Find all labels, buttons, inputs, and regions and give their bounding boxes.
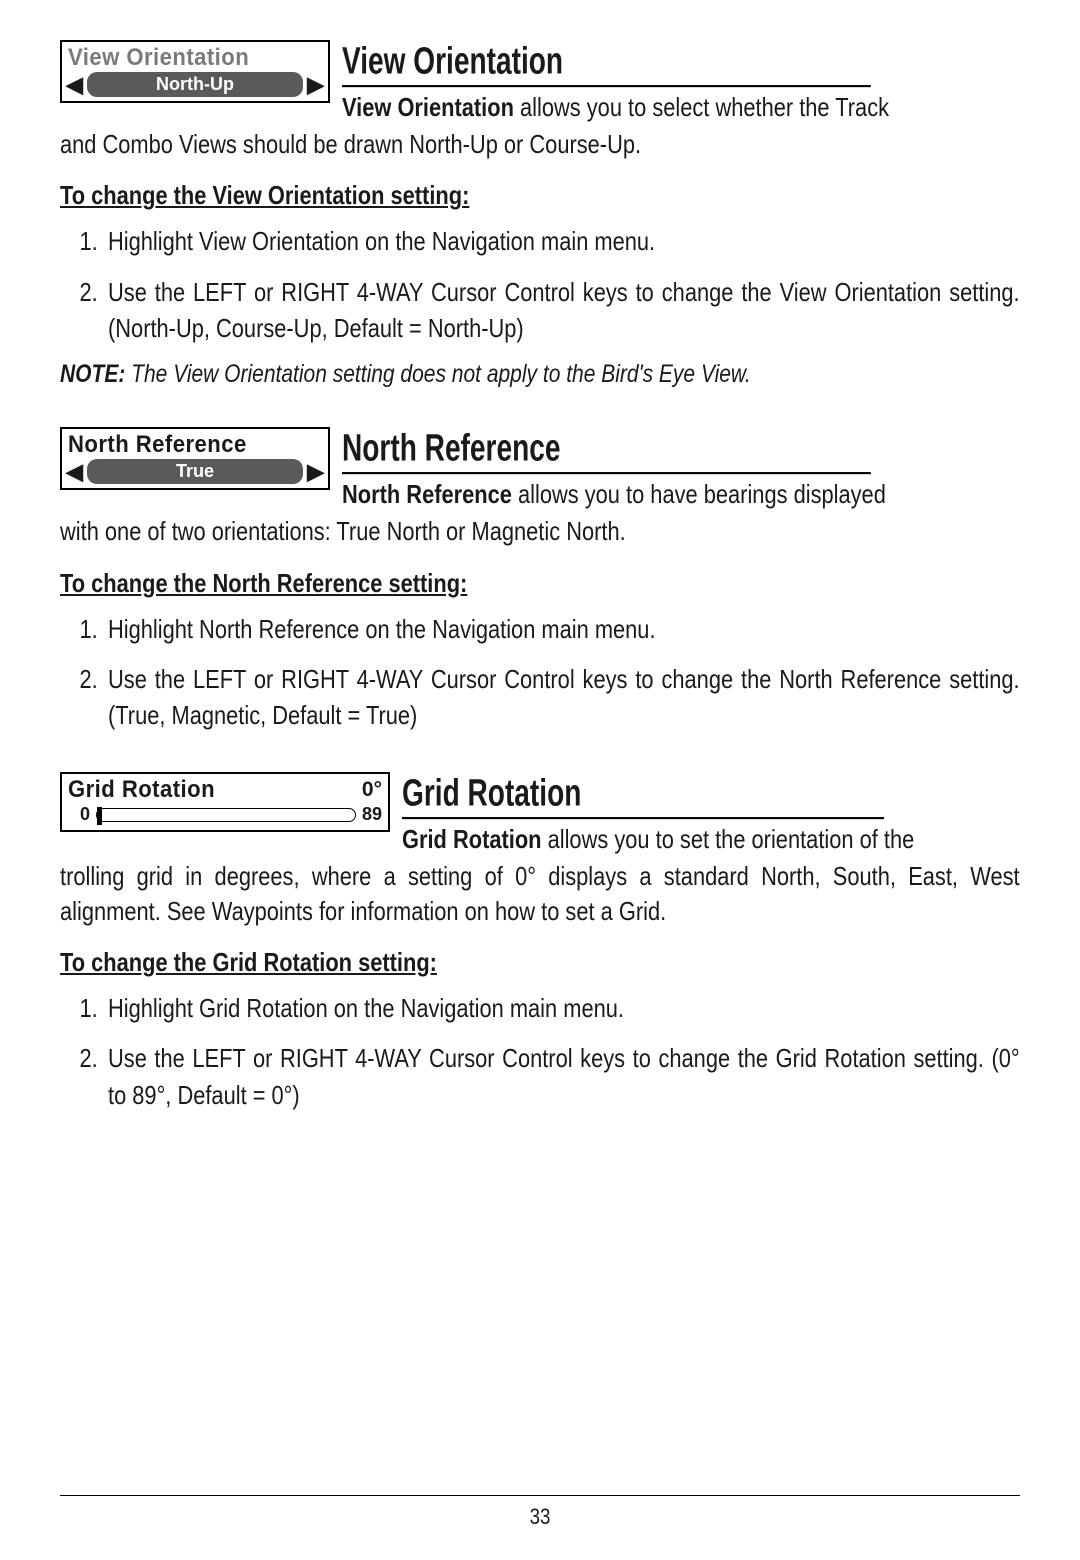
intro-rest: allows you to set the orientation of the: [542, 824, 915, 854]
step-item: Highlight Grid Rotation on the Navigatio…: [108, 990, 1020, 1026]
intro-bold: View Orientation: [342, 92, 514, 122]
menu-title-row: Grid Rotation 0°: [62, 774, 388, 804]
intro-continue: with one of two orientations: True North…: [60, 514, 1020, 549]
intro-bold: North Reference: [342, 479, 512, 509]
slider-thumb[interactable]: [97, 807, 102, 825]
section-header: Grid Rotation 0° 0 89 Grid Rotation Grid…: [60, 772, 1020, 857]
slider-end: 89: [362, 804, 382, 825]
intro-line: North Reference allows you to have beari…: [342, 477, 1020, 512]
steps-list: Highlight View Orientation on the Naviga…: [60, 223, 1020, 346]
step-item: Use the LEFT or RIGHT 4-WAY Cursor Contr…: [108, 661, 1020, 734]
right-arrow-icon[interactable]: ▶: [307, 461, 324, 483]
step-item: Highlight North Reference on the Navigat…: [108, 611, 1020, 647]
menu-slider-row: 0 89: [62, 804, 388, 830]
note-label: NOTE:: [60, 360, 125, 388]
note: NOTE: The View Orientation setting does …: [60, 360, 1020, 389]
steps-list: Highlight North Reference on the Navigat…: [60, 611, 1020, 734]
title-block: Grid Rotation Grid Rotation allows you t…: [402, 772, 1020, 857]
section-grid-rotation: Grid Rotation 0° 0 89 Grid Rotation Grid…: [60, 772, 1020, 1113]
intro-continue: trolling grid in degrees, where a settin…: [60, 859, 1020, 929]
steps-list: Highlight Grid Rotation on the Navigatio…: [60, 990, 1020, 1113]
menu-value: North-Up: [87, 72, 303, 97]
intro-bold: Grid Rotation: [402, 824, 542, 854]
menu-value: True: [87, 459, 303, 484]
menu-title: View Orientation: [68, 44, 249, 72]
intro-line: Grid Rotation allows you to set the orie…: [402, 822, 1020, 857]
intro-continue: and Combo Views should be drawn North-Up…: [60, 127, 1020, 162]
subhead: To change the Grid Rotation setting:: [60, 947, 866, 978]
intro-rest: allows you to select whether the Track: [514, 92, 889, 122]
section-heading: North Reference: [342, 426, 871, 474]
title-block: North Reference North Reference allows y…: [342, 427, 1020, 512]
menu-widget-grid-rotation: Grid Rotation 0° 0 89: [60, 772, 390, 832]
subhead: To change the View Orientation setting:: [60, 180, 866, 211]
menu-value-row: ◀ True ▶: [62, 459, 328, 486]
section-heading: Grid Rotation: [402, 771, 884, 819]
right-arrow-icon[interactable]: ▶: [307, 74, 324, 96]
section-view-orientation: View Orientation ◀ North-Up ▶ View Orien…: [60, 40, 1020, 389]
step-item: Use the LEFT or RIGHT 4-WAY Cursor Contr…: [108, 274, 1020, 347]
intro-rest: allows you to have bearings displayed: [512, 479, 886, 509]
subhead: To change the North Reference setting:: [60, 568, 866, 599]
slider-start: 0: [80, 804, 90, 825]
footer-rule: [60, 1495, 1020, 1496]
menu-title-row: View Orientation: [62, 42, 328, 72]
page-footer: 33: [60, 1495, 1020, 1530]
left-arrow-icon[interactable]: ◀: [66, 74, 83, 96]
title-block: View Orientation View Orientation allows…: [342, 40, 1020, 125]
menu-value-row: ◀ North-Up ▶: [62, 72, 328, 99]
menu-widget-north-reference: North Reference ◀ True ▶: [60, 427, 330, 490]
page-number: 33: [132, 1504, 948, 1530]
step-item: Highlight View Orientation on the Naviga…: [108, 223, 1020, 259]
section-north-reference: North Reference ◀ True ▶ North Reference…: [60, 427, 1020, 733]
menu-current-value: 0°: [362, 778, 382, 802]
menu-widget-view-orientation: View Orientation ◀ North-Up ▶: [60, 40, 330, 103]
menu-title: North Reference: [68, 431, 247, 459]
step-item: Use the LEFT or RIGHT 4-WAY Cursor Contr…: [108, 1040, 1020, 1113]
menu-title: Grid Rotation: [68, 776, 215, 804]
section-header: View Orientation ◀ North-Up ▶ View Orien…: [60, 40, 1020, 125]
section-header: North Reference ◀ True ▶ North Reference…: [60, 427, 1020, 512]
slider-track[interactable]: [96, 808, 356, 822]
menu-title-row: North Reference: [62, 429, 328, 459]
section-heading: View Orientation: [342, 39, 871, 87]
intro-line: View Orientation allows you to select wh…: [342, 90, 1020, 125]
note-text: The View Orientation setting does not ap…: [125, 360, 750, 388]
left-arrow-icon[interactable]: ◀: [66, 461, 83, 483]
